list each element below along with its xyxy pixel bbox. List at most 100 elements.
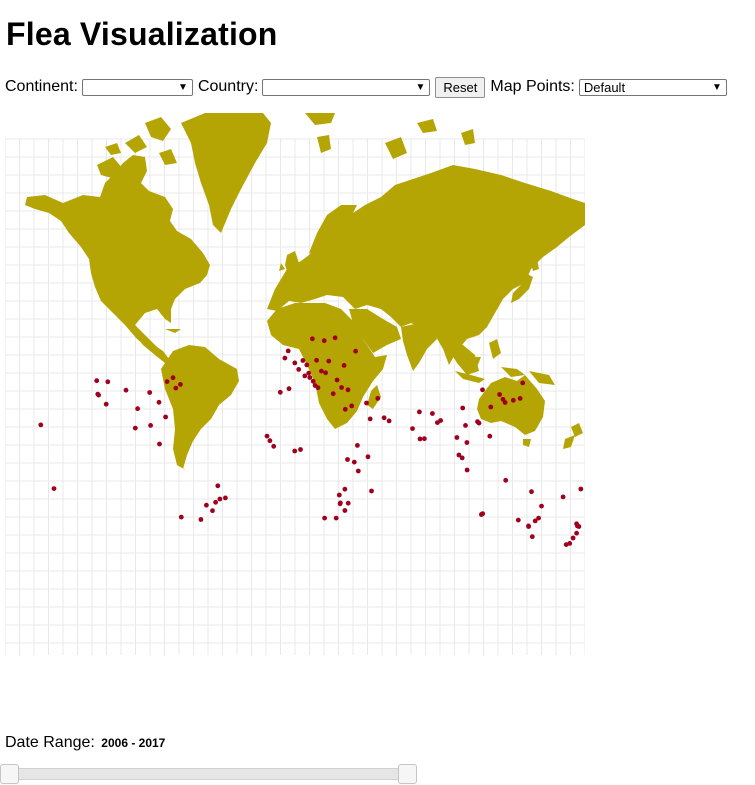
flea-point[interactable] (326, 358, 332, 364)
flea-point[interactable] (460, 405, 466, 411)
flea-point[interactable] (578, 486, 584, 492)
flea-point[interactable] (503, 477, 509, 483)
flea-point[interactable] (217, 496, 223, 502)
flea-point[interactable] (298, 447, 303, 452)
flea-point[interactable] (135, 406, 141, 412)
flea-point[interactable] (510, 397, 516, 403)
flea-point[interactable] (532, 518, 538, 524)
flea-point[interactable] (271, 443, 277, 449)
flea-point[interactable] (157, 441, 162, 447)
flea-point[interactable] (163, 414, 169, 420)
flea-point[interactable] (147, 390, 153, 395)
flea-point[interactable] (497, 392, 502, 397)
flea-point[interactable] (314, 357, 319, 363)
reset-button[interactable]: Reset (435, 76, 486, 98)
flea-point[interactable] (336, 492, 342, 498)
flea-point[interactable] (300, 358, 306, 363)
flea-point[interactable] (341, 363, 347, 368)
flea-point[interactable] (310, 336, 315, 342)
flea-point[interactable] (315, 385, 321, 391)
date-range-start-handle[interactable] (0, 764, 19, 784)
flea-point[interactable] (375, 396, 381, 401)
flea-point[interactable] (277, 389, 283, 395)
flea-point[interactable] (487, 433, 493, 439)
flea-point[interactable] (307, 375, 313, 380)
flea-point[interactable] (292, 448, 298, 454)
flea-point[interactable] (123, 387, 129, 393)
date-range-end-handle[interactable] (398, 764, 417, 784)
flea-point[interactable] (536, 515, 541, 521)
flea-point[interactable] (539, 503, 544, 509)
flea-point[interactable] (454, 435, 460, 440)
flea-point[interactable] (475, 419, 480, 425)
flea-point[interactable] (369, 488, 374, 494)
flea-point[interactable] (319, 368, 324, 374)
flea-point[interactable] (345, 457, 350, 462)
flea-point[interactable] (430, 411, 435, 416)
flea-point[interactable] (215, 483, 221, 489)
flea-point[interactable] (264, 433, 270, 439)
flea-point[interactable] (349, 403, 355, 409)
world-map[interactable] (5, 113, 585, 655)
flea-point[interactable] (156, 399, 162, 405)
flea-point[interactable] (520, 380, 526, 386)
flea-point[interactable] (339, 385, 344, 390)
flea-point[interactable] (282, 355, 288, 361)
flea-point[interactable] (164, 379, 170, 384)
flea-point[interactable] (286, 386, 292, 392)
flea-point[interactable] (342, 486, 348, 492)
flea-point[interactable] (132, 425, 138, 431)
flea-point[interactable] (267, 438, 273, 444)
flea-point[interactable] (381, 415, 387, 421)
flea-point[interactable] (96, 392, 101, 398)
date-range-slider[interactable] (9, 768, 409, 780)
flea-point[interactable] (323, 370, 328, 376)
flea-point[interactable] (367, 416, 373, 422)
flea-point[interactable] (334, 377, 340, 383)
flea-point[interactable] (345, 500, 351, 506)
flea-point[interactable] (322, 515, 327, 521)
map-points-select[interactable]: Default ▼ (578, 78, 727, 96)
flea-point[interactable] (210, 508, 215, 514)
continent-select[interactable]: ▼ (81, 78, 193, 96)
flea-point[interactable] (38, 422, 44, 428)
flea-point[interactable] (570, 535, 576, 541)
flea-point[interactable] (51, 486, 57, 491)
flea-point[interactable] (526, 524, 531, 529)
flea-point[interactable] (285, 348, 291, 354)
flea-point[interactable] (310, 378, 316, 384)
flea-point[interactable] (170, 375, 176, 381)
flea-point[interactable] (365, 454, 371, 460)
flea-point[interactable] (422, 436, 427, 442)
flea-point[interactable] (364, 400, 369, 406)
flea-point[interactable] (417, 409, 422, 415)
flea-point[interactable] (459, 455, 465, 461)
flea-point[interactable] (321, 338, 327, 344)
flea-point[interactable] (342, 406, 348, 412)
flea-point[interactable] (563, 542, 569, 547)
flea-point[interactable] (198, 517, 204, 522)
flea-point[interactable] (178, 382, 183, 387)
flea-point[interactable] (417, 436, 423, 442)
flea-point[interactable] (342, 508, 348, 513)
flea-point[interactable] (204, 502, 209, 508)
flea-point[interactable] (517, 396, 523, 401)
flea-point[interactable] (463, 423, 468, 428)
flea-point[interactable] (480, 387, 485, 393)
flea-point[interactable] (480, 511, 486, 517)
flea-point[interactable] (345, 387, 351, 393)
flea-point[interactable] (355, 443, 360, 448)
flea-point[interactable] (292, 360, 298, 366)
flea-point[interactable] (332, 335, 338, 341)
flea-point[interactable] (213, 499, 219, 505)
flea-point[interactable] (148, 423, 154, 428)
flea-point[interactable] (296, 367, 302, 372)
flea-point[interactable] (94, 378, 100, 384)
flea-point[interactable] (560, 494, 566, 500)
flea-point[interactable] (515, 517, 521, 523)
flea-point[interactable] (105, 379, 111, 385)
flea-point[interactable] (103, 401, 109, 407)
flea-point[interactable] (333, 515, 339, 521)
flea-point[interactable] (456, 452, 462, 458)
flea-point[interactable] (178, 514, 184, 520)
